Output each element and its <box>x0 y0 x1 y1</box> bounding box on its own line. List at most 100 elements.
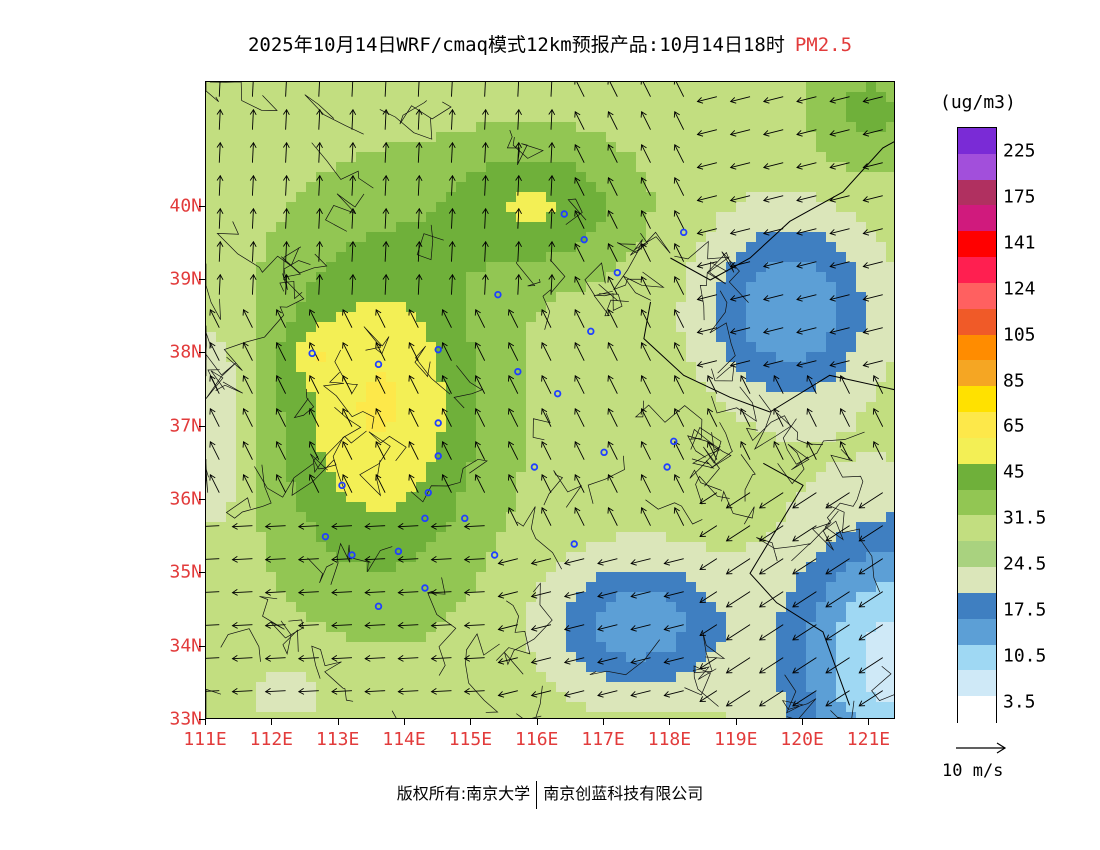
pm25-cell <box>886 302 894 313</box>
lat-label: 38N <box>169 341 202 363</box>
pm25-cell <box>796 92 807 103</box>
pm25-cell <box>556 432 567 443</box>
pm25-cell <box>306 372 317 383</box>
pm25-cell <box>556 372 567 383</box>
pm25-cell <box>226 372 237 383</box>
pm25-cell <box>836 712 847 718</box>
pm25-cell <box>736 312 747 323</box>
pm25-cell <box>366 402 377 413</box>
pm25-cell <box>696 652 707 663</box>
pm25-cell <box>516 622 527 633</box>
pm25-cell <box>626 222 637 233</box>
pm25-cell <box>216 312 227 323</box>
pm25-cell <box>576 102 587 113</box>
pm25-cell <box>796 242 807 253</box>
pm25-cell <box>516 702 527 713</box>
wind-arrow <box>231 655 253 662</box>
pm25-cell <box>776 172 787 183</box>
pm25-cell <box>526 362 537 373</box>
pm25-cell <box>496 472 507 483</box>
pm25-cell <box>466 92 477 103</box>
pm25-cell <box>326 112 337 123</box>
pm25-cell <box>536 592 547 603</box>
pm25-cell <box>236 452 247 463</box>
pm25-cell <box>256 542 267 553</box>
pm25-cell <box>876 502 887 513</box>
pm25-cell <box>636 462 647 473</box>
pm25-cell <box>316 502 327 513</box>
wind-arrow <box>351 82 356 97</box>
pm25-cell <box>496 102 507 113</box>
pm25-cell <box>846 212 857 223</box>
pm25-cell <box>366 292 377 303</box>
pm25-cell <box>296 672 307 683</box>
pm25-cell <box>826 242 837 253</box>
pm25-cell <box>836 292 847 303</box>
pm25-cell <box>536 452 547 463</box>
pm25-cell <box>836 492 847 503</box>
pm25-cell <box>846 82 857 93</box>
pm25-cell <box>516 312 527 323</box>
pm25-cell <box>656 292 667 303</box>
pm25-cell <box>456 572 467 583</box>
pm25-cell <box>736 162 747 173</box>
pm25-cell <box>766 512 777 523</box>
pm25-cell <box>526 182 537 193</box>
pm25-cell <box>316 342 327 353</box>
pm25-cell <box>486 252 497 263</box>
pm25-cell <box>636 352 647 363</box>
pm25-cell <box>686 402 697 413</box>
wind-arrow <box>448 207 456 229</box>
pm25-cell <box>346 472 357 483</box>
pm25-cell <box>296 302 307 313</box>
pm25-cell <box>346 422 357 433</box>
pm25-cell <box>836 402 847 413</box>
pm25-cell <box>486 422 497 433</box>
pm25-cell <box>696 122 707 133</box>
pm25-cell <box>696 322 707 333</box>
pm25-cell <box>626 452 637 463</box>
pm25-cell <box>876 622 887 633</box>
pm25-cell <box>736 212 747 223</box>
pm25-cell <box>436 582 447 593</box>
county-boundary <box>740 454 756 502</box>
pm25-cell <box>806 92 817 103</box>
pm25-cell <box>786 122 797 133</box>
colorbar-cell <box>958 412 996 439</box>
pm25-cell <box>346 702 357 713</box>
pm25-cell <box>486 712 497 718</box>
pm25-cell <box>616 632 627 643</box>
pm25-cell <box>626 342 637 353</box>
pm25-cell <box>876 572 887 583</box>
pm25-cell <box>256 512 267 523</box>
pm25-cell <box>826 142 837 153</box>
pm25-cell <box>346 322 357 333</box>
pm25-cell <box>626 292 637 303</box>
wind-arrow <box>448 141 456 163</box>
pm25-cell <box>316 352 327 363</box>
pm25-cell <box>456 232 467 243</box>
pm25-cell <box>666 182 677 193</box>
pm25-cell <box>826 282 837 293</box>
pm25-cell <box>656 212 667 223</box>
pm25-cell <box>806 362 817 373</box>
wind-arrow <box>574 473 585 493</box>
pm25-cell <box>736 582 747 593</box>
pm25-cell <box>636 632 647 643</box>
pm25-cell <box>576 332 587 343</box>
pm25-cell <box>756 82 767 93</box>
wind-arrow <box>673 242 685 262</box>
pm25-cell <box>356 262 367 273</box>
wind-arrow <box>316 108 323 130</box>
pm25-cell <box>366 452 377 463</box>
pm25-cell <box>746 342 757 353</box>
pm25-cell <box>216 492 227 503</box>
pm25-cell <box>846 572 857 583</box>
pm25-cell <box>366 412 377 423</box>
pm25-cell <box>766 502 777 513</box>
wind-arrow <box>696 228 717 236</box>
pm25-cell <box>366 282 377 293</box>
wind-arrow <box>862 228 883 236</box>
pm25-cell <box>356 242 367 253</box>
pm25-cell <box>226 692 237 703</box>
